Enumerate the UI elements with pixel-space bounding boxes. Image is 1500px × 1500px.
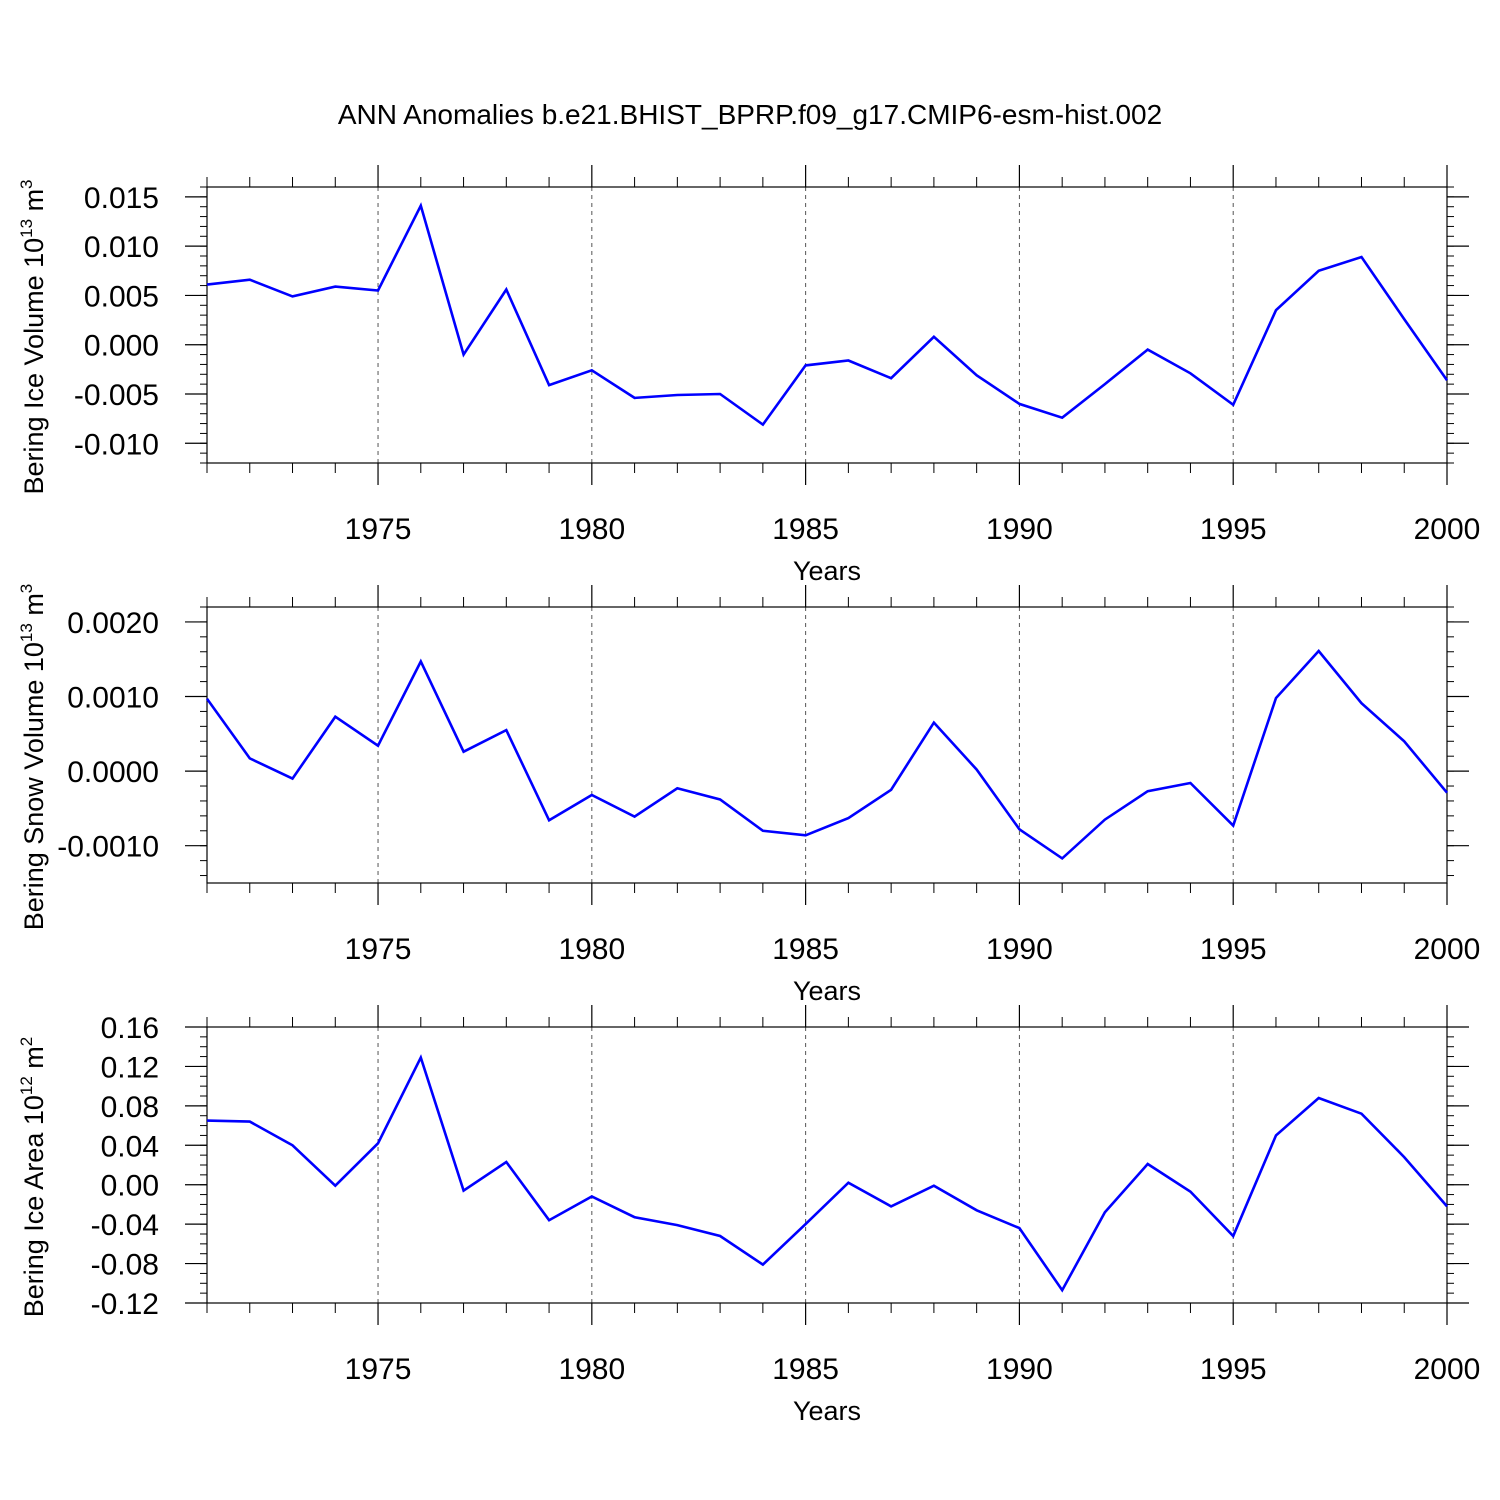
y-axis-label-text: Bering Ice Area 10	[19, 1095, 49, 1317]
x-tick-label: 1995	[1200, 1353, 1267, 1386]
y-axis-label-unit-exponent: 3	[17, 584, 36, 593]
y-tick-label: 0.08	[101, 1091, 159, 1124]
plot-frame	[206, 186, 1448, 464]
y-axis-label-unit-exponent: 3	[17, 179, 36, 188]
y-axis-label-text: Bering Ice Volume 10	[19, 238, 49, 495]
y-tick-label: 0.12	[101, 1051, 159, 1084]
y-tick-label: -0.0010	[57, 831, 159, 864]
y-axis-label: Bering Ice Area 1012 m2	[17, 1037, 49, 1318]
plot-frame	[206, 1026, 1448, 1304]
x-axis-label: Years	[793, 976, 861, 1006]
x-tick-label: 1985	[772, 1353, 839, 1386]
y-axis-label: Bering Snow Volume 1013 m3	[17, 584, 49, 931]
y-tick-label: 0.000	[84, 330, 159, 363]
plot-frame	[206, 606, 1448, 884]
x-tick-label: 2000	[1414, 933, 1481, 966]
x-tick-label: 1975	[345, 1353, 412, 1386]
x-tick-label: 1975	[345, 513, 412, 546]
y-axis-label: Bering Ice Volume 1013 m3	[17, 179, 49, 494]
x-tick-label: 1980	[558, 1353, 625, 1386]
y-tick-label: -0.04	[91, 1209, 159, 1242]
panel-2: 0.0020 0.0010 0.0000 -0.0010 1975 1980 1985 199…	[17, 584, 1480, 1006]
series-line	[206, 1054, 1448, 1293]
y-axis-label-exponent: 13	[17, 219, 36, 238]
y-axis-label-text: Bering Snow Volume 10	[19, 642, 49, 930]
x-axis-label: Years	[793, 556, 861, 586]
y-tick-label: 0.0000	[67, 756, 159, 789]
x-tick-label: 1985	[772, 933, 839, 966]
y-tick-label: 0.010	[84, 231, 159, 264]
y-tick-label: -0.08	[91, 1249, 159, 1282]
x-tick-label: 2000	[1414, 513, 1481, 546]
x-tick-label: 1995	[1200, 513, 1267, 546]
figure-title: ANN Anomalies b.e21.BHIST_BPRP.f09_g17.C…	[338, 99, 1162, 130]
panel-3: 0.16 0.12 0.08 0.04 0.00 -0.04 -0.08 -0.12 1975 1…	[17, 1005, 1480, 1426]
y-axis-label-exponent: 12	[17, 1076, 36, 1095]
x-tick-label: 1990	[986, 1353, 1053, 1386]
x-tick-label: 1995	[1200, 933, 1267, 966]
y-tick-label: 0.005	[84, 280, 159, 313]
x-tick-label: 1980	[558, 513, 625, 546]
x-tick-label: 1980	[558, 933, 625, 966]
y-tick-label: 0.015	[84, 182, 159, 215]
series-line	[205, 649, 1448, 861]
y-axis-label-unit: m	[19, 189, 49, 219]
y-tick-label: 0.0020	[67, 607, 159, 640]
panels: 0.015 0.010 0.005 0.000 -0.005 -0.010 1975 1980…	[17, 165, 1480, 1426]
y-tick-label: 0.0010	[67, 682, 159, 715]
y-tick-label: 0.04	[101, 1130, 159, 1163]
panel-1: 0.015 0.010 0.005 0.000 -0.005 -0.010 1975 1980…	[17, 165, 1480, 586]
x-axis-label: Years	[793, 1396, 861, 1426]
x-tick-label: 1985	[772, 513, 839, 546]
x-tick-label: 1990	[986, 513, 1053, 546]
y-tick-label: 0.16	[101, 1012, 159, 1045]
x-tick-label: 1975	[345, 933, 412, 966]
y-axis-label-exponent: 13	[17, 623, 36, 642]
y-tick-label: -0.010	[74, 428, 159, 461]
series-line	[206, 202, 1449, 427]
y-axis-label-unit-exponent: 2	[17, 1037, 36, 1046]
y-axis-label-unit: m	[19, 593, 49, 623]
y-tick-label: 0.00	[101, 1170, 159, 1203]
y-axis-label-unit: m	[19, 1046, 49, 1076]
y-tick-label: -0.12	[91, 1288, 159, 1321]
y-tick-label: -0.005	[74, 379, 159, 412]
x-tick-label: 1990	[986, 933, 1053, 966]
x-tick-label: 2000	[1414, 1353, 1481, 1386]
